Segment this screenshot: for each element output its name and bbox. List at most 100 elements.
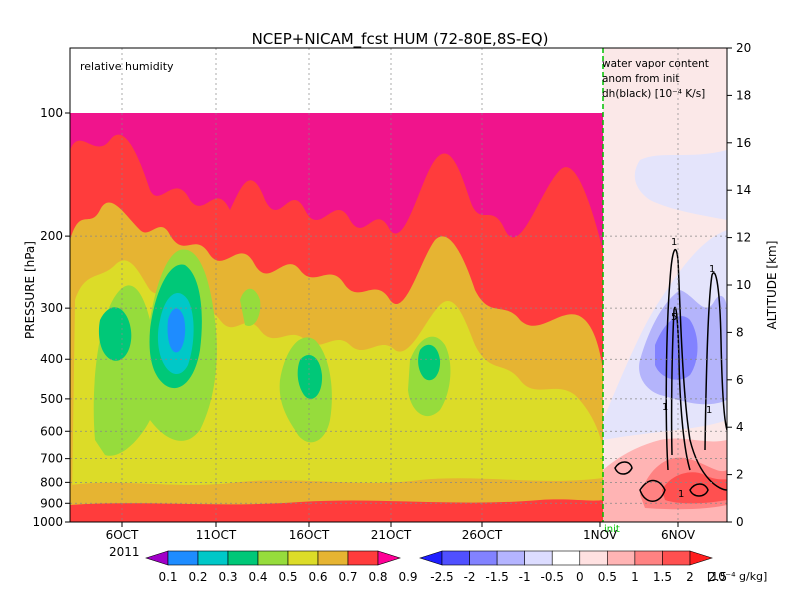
colorbar-label: 0.1 <box>158 570 177 584</box>
colorbar-cell <box>469 550 498 566</box>
colorbar-label: -2 <box>464 570 476 584</box>
colorbar-label: 2 <box>686 570 694 584</box>
colorbar-cell <box>287 550 319 566</box>
colorbar-cell <box>689 550 713 566</box>
contour-labels: 1 1 5 1 1 1 <box>662 237 715 500</box>
pressure-tick-label: 100 <box>40 106 63 120</box>
colorbar-cell <box>551 550 581 566</box>
colorbar-label: 0.4 <box>248 570 267 584</box>
pressure-tick-label: 600 <box>40 424 63 438</box>
altitude-tick-label: 14 <box>736 183 751 197</box>
altitude-tick-label: 2 <box>736 468 744 482</box>
anomaly-neg-strong <box>655 316 698 380</box>
colorbar-cell <box>579 550 608 566</box>
altitude-tick-label: 18 <box>736 88 751 102</box>
colorbar-cell <box>257 550 289 566</box>
colorbar-cell <box>145 550 169 566</box>
pressure-tick-label: 400 <box>40 352 63 366</box>
altitude-tick-label: 0 <box>736 515 744 529</box>
left-panel-label: relative humidity <box>80 60 174 73</box>
altitude-axis: 0 2 4 6 8 10 12 14 16 18 20 <box>727 41 751 529</box>
rh-band-0-2 <box>167 308 186 353</box>
colorbar-cell <box>377 550 401 566</box>
pressure-tick-label: 800 <box>40 475 63 489</box>
colorbar-label: 1 <box>631 570 639 584</box>
time-tick-label: 16OCT <box>289 528 330 542</box>
colorbar-label: 0.2 <box>188 570 207 584</box>
rh-field <box>70 113 603 522</box>
altitude-tick-label: 12 <box>736 231 751 245</box>
colorbar-label: 0.6 <box>308 570 327 584</box>
pressure-tick-label: 1000 <box>32 515 63 529</box>
colorbar-label: 0.5 <box>598 570 617 584</box>
colorbar-cell <box>662 550 691 566</box>
colorbar-cell <box>524 550 553 566</box>
contour-label: 5 <box>671 312 677 323</box>
altitude-tick-label: 6 <box>736 373 744 387</box>
pressure-tick-label: 500 <box>40 392 63 406</box>
time-tick-label: 11OCT <box>196 528 237 542</box>
contour-label: 1 <box>662 402 668 413</box>
heating-contours <box>614 248 727 502</box>
colorbar-label: -2.5 <box>430 570 453 584</box>
colorbar-cell <box>496 550 525 566</box>
colorbar-label: 0 <box>576 570 584 584</box>
altitude-tick-label: 4 <box>736 420 744 434</box>
colorbar-cell <box>347 550 379 566</box>
time-tick-label: 6NOV <box>661 528 696 542</box>
time-tick-label: 21OCT <box>371 528 412 542</box>
anomaly-field <box>603 48 727 522</box>
colorbar-label: 2.5 <box>708 570 727 584</box>
contour-label: 1 <box>706 405 712 416</box>
right-panel-label-1: water vapor content <box>602 58 709 70</box>
colorbar-label: -1 <box>519 570 531 584</box>
altitude-tick-label: 16 <box>736 136 751 150</box>
colorbar-cell <box>227 550 259 566</box>
anomaly-legend-unit: [10⁻⁴ g/kg] <box>707 570 767 583</box>
pressure-tick-label: 200 <box>40 229 63 243</box>
contour-label: 1 <box>678 489 684 500</box>
upper-blank-region <box>70 48 603 113</box>
anomaly-pos-strong <box>662 472 727 504</box>
colorbar-label: 0.7 <box>338 570 357 584</box>
colorbar-label: -0.5 <box>541 570 564 584</box>
pressure-axis: 100 200 300 400 500 600 700 800 900 1000 <box>32 106 70 529</box>
chart-title: NCEP+NICAM_fcst HUM (72-80E,8S-EQ) <box>252 30 549 49</box>
y2-axis-label: ALTITUDE [km] <box>765 241 779 330</box>
pressure-tick-label: 900 <box>40 496 63 510</box>
time-tick-label: 6OCT <box>106 528 139 542</box>
colorbar-cell <box>167 550 199 566</box>
colorbar-label: 0.8 <box>368 570 387 584</box>
altitude-tick-label: 8 <box>736 325 744 339</box>
colorbar-label: -1.5 <box>485 570 508 584</box>
right-panel-label-2: anom from init <box>602 73 679 85</box>
colorbar-label: 0.9 <box>398 570 417 584</box>
altitude-tick-label: 20 <box>736 41 751 55</box>
pressure-tick-label: 300 <box>40 301 63 315</box>
pressure-tick-label: 700 <box>40 452 63 466</box>
contour-label: 1 <box>709 264 715 275</box>
year-label: 2011 <box>109 545 140 559</box>
colorbar-cell <box>634 550 663 566</box>
init-label: init <box>604 524 620 535</box>
colorbar-cell <box>197 550 229 566</box>
rh-surface-0-8 <box>70 499 603 522</box>
y-axis-label: PRESSURE [hPa] <box>23 241 37 339</box>
colorbar-label: 0.3 <box>218 570 237 584</box>
colorbar-cell <box>419 550 443 566</box>
altitude-tick-label: 10 <box>736 278 751 292</box>
right-panel-label-3: dh(black) [10⁻⁴ K/s] <box>602 88 705 100</box>
contour-label: 1 <box>671 237 677 248</box>
colorbar-cell <box>607 550 636 566</box>
time-tick-label: 1NOV <box>583 528 618 542</box>
rh-colorbar: 0.1 0.2 0.3 0.4 0.5 0.6 0.7 0.8 0.9 <box>145 550 418 584</box>
colorbar-cell <box>441 550 470 566</box>
anomaly-colorbar: -2.5 -2 -1.5 -1 -0.5 0 0.5 1 1.5 2 2.5 <box>419 550 727 584</box>
colorbar-cell <box>317 550 349 566</box>
colorbar-label: 1.5 <box>653 570 672 584</box>
colorbar-label: 0.5 <box>278 570 297 584</box>
time-axis: 6OCT 11OCT 16OCT 21OCT 26OCT 1NOV 6NOV <box>106 522 696 542</box>
grid-lines <box>70 48 727 522</box>
time-tick-label: 26OCT <box>462 528 503 542</box>
